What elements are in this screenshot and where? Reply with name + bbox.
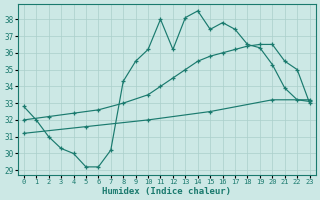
X-axis label: Humidex (Indice chaleur): Humidex (Indice chaleur)	[102, 187, 231, 196]
